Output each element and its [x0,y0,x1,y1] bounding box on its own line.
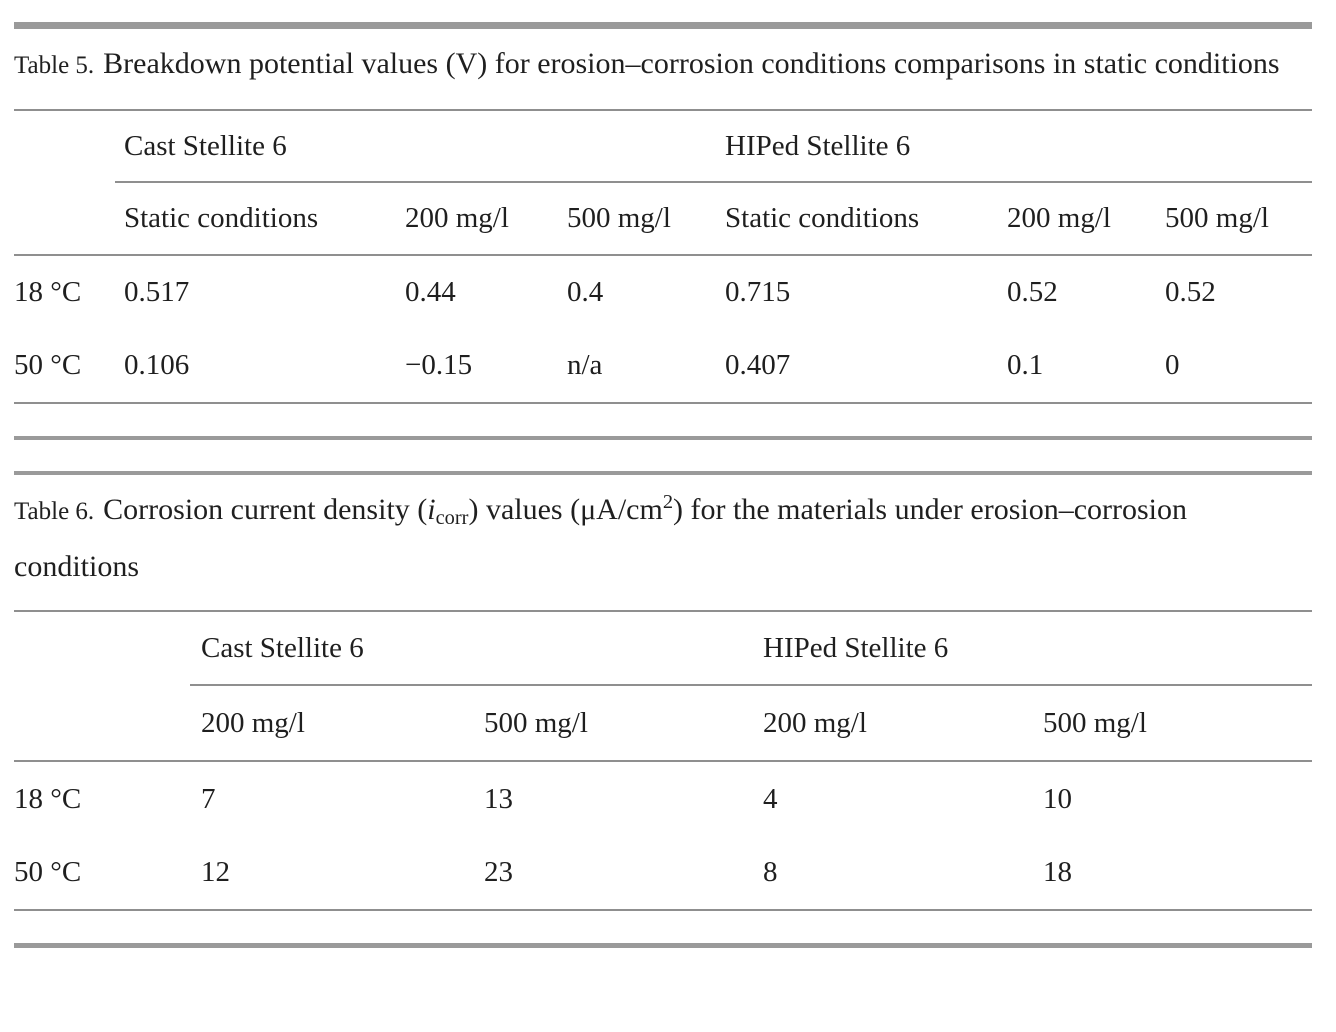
table5-colheader: 200 mg/l [396,182,558,256]
table5-row-50c: 50 °C 0.106 −0.15 n/a 0.407 0.1 0 [14,329,1312,404]
table5-cell: 0.52 [1007,276,1058,308]
table6-group-hiped: HIPed Stellite 6 [752,611,1312,686]
table6-caption-text-mid: ) values (μA/cm [468,493,663,526]
table5-bottom-thick-rule [14,436,1312,440]
table5-cell: 0.4 [567,276,604,308]
table6-cell: 7 [201,782,216,815]
table5-caption-text: Breakdown potential values (V) for erosi… [103,47,1280,80]
table5-cell: 0.52 [1165,276,1216,308]
table5-cell: n/a [558,329,717,404]
table5-colheader: 500 mg/l [1156,182,1312,256]
table6-group-cast: Cast Stellite 6 [190,611,752,686]
table6-caption: Table 6. Corrosion current density (icorr… [14,483,1312,594]
table5-cell: 0.715 [725,276,791,308]
table6-cell: 23 [473,836,752,911]
table6-caption-text-post: ) for the materials under erosion–corros… [14,493,1188,583]
table5-cell: 0.517 [124,276,190,308]
table6-column-header-row: 200 mg/l 500 mg/l 200 mg/l 500 mg/l [14,685,1312,762]
table5: Cast Stellite 6 HIPed Stellite 6 Static … [14,109,1312,404]
table6-caption-label: Table 6. [14,498,95,525]
table6-colheader: 500 mg/l [1032,685,1312,762]
table6-stub-cell [14,611,190,685]
table5-column-header-row: Static conditions 200 mg/l 500 mg/l Stat… [14,182,1312,256]
table5-cell: −0.15 [396,329,558,404]
table6-colheader: 200 mg/l [752,685,1032,762]
table5-cell: 0.1 [998,329,1157,404]
table6-colheader: 500 mg/l [473,685,752,762]
table5-colheader: 200 mg/l [998,182,1157,256]
table6-colheader: 200 mg/l [190,685,473,762]
table5-caption-label: Table 5. [14,52,95,79]
table6-cell: 10 [1043,782,1072,815]
table5-top-thick-rule [14,22,1312,29]
table5-caption: Table 5. Breakdown potential values (V) f… [14,37,1312,93]
table5-colheader: Static conditions [716,182,999,256]
table5-group-header-row: Cast Stellite 6 HIPed Stellite 6 [14,110,1312,183]
table5-colheader: 500 mg/l [558,182,717,256]
table5-group-cast: Cast Stellite 6 [115,110,717,183]
table6-cell: 18 [1032,836,1312,911]
table5-row-18c: 18 °C 0.517 0.44 0.4 0.715 0.52 0.52 [14,255,1312,329]
table5-group-hiped: HIPed Stellite 6 [716,110,1312,183]
table6-block: Table 6. Corrosion current density (icorr… [14,471,1312,948]
table6-caption-var-i: i [427,493,436,526]
table6-cell: 4 [763,782,778,815]
table6-caption-text-pre: Corrosion current density ( [103,493,428,526]
table6-caption-superscript-2: 2 [662,490,674,513]
table5-cell: 0.106 [115,329,396,404]
table6-row-18c: 18 °C 7 13 4 10 [14,761,1312,836]
table5-cell: 0.44 [405,276,456,308]
table5-row-label: 18 °C [14,276,82,308]
table6-group-header-row: Cast Stellite 6 HIPed Stellite 6 [14,611,1312,686]
table6-stub-cell [14,685,190,762]
table6-caption-subscript-corr: corr [435,507,469,530]
table5-stub-cell [14,182,115,256]
table6-cell: 12 [190,836,473,911]
table6-cell: 13 [484,782,513,815]
table5-stub-cell [14,110,115,182]
table5-block: Table 5. Breakdown potential values (V) f… [14,22,1312,440]
table6: Cast Stellite 6 HIPed Stellite 6 200 mg/… [14,610,1312,911]
table6-top-thick-rule [14,471,1312,475]
table5-row-label: 50 °C [14,329,115,404]
table6-cell: 8 [752,836,1032,911]
table5-colheader: Static conditions [115,182,396,256]
table6-row-label: 18 °C [14,782,82,815]
table6-row-50c: 50 °C 12 23 8 18 [14,836,1312,911]
paper-page: Table 5. Breakdown potential values (V) f… [14,22,1312,948]
table6-row-label: 50 °C [14,836,190,911]
table5-cell: 0.407 [716,329,999,404]
table5-cell: 0 [1156,329,1312,404]
table6-bottom-thick-rule [14,943,1312,948]
